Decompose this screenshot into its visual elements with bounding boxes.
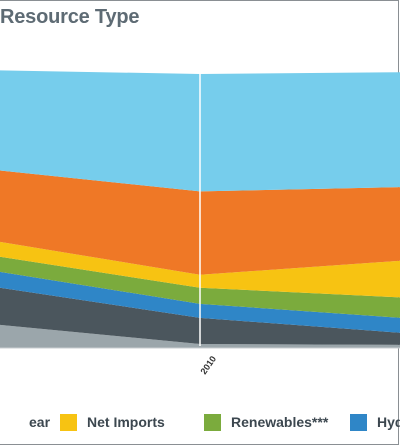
area-dark bbox=[0, 287, 400, 345]
legend-label: Renewables*** bbox=[231, 414, 329, 430]
legend-label: Hyd bbox=[377, 414, 400, 430]
legend-swatch bbox=[60, 413, 77, 431]
chart-title: Resource Type bbox=[0, 6, 140, 28]
legend-label: Net Imports bbox=[87, 414, 165, 430]
legend-swatch bbox=[204, 413, 221, 431]
legend-item: Hyd bbox=[350, 412, 400, 432]
legend-item: Net Imports bbox=[60, 412, 165, 432]
legend-item: Renewables*** bbox=[204, 412, 328, 432]
legend-swatch bbox=[350, 413, 367, 431]
legend-item: ear bbox=[0, 412, 50, 432]
x-tick-label: 2010 bbox=[198, 354, 218, 376]
legend-label: ear bbox=[29, 414, 51, 430]
area-hydro bbox=[0, 271, 400, 333]
area-gray bbox=[0, 324, 400, 348]
area-imports bbox=[0, 241, 400, 298]
area-renewables bbox=[0, 256, 400, 318]
